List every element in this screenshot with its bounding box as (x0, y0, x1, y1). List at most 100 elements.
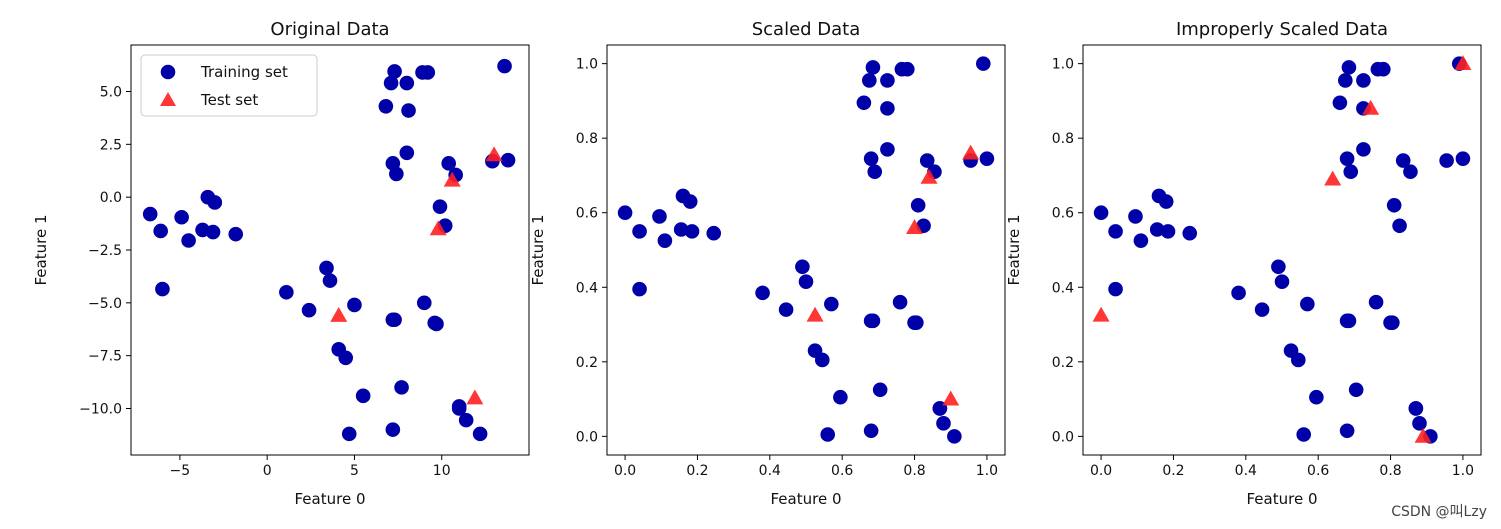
training-point (301, 302, 317, 318)
training-point (682, 194, 698, 209)
training-point (1395, 153, 1411, 168)
training-point (205, 224, 221, 240)
training-point (1385, 315, 1400, 330)
y-tick-label: −7.5 (88, 349, 122, 365)
x-tick-label: 5 (350, 463, 359, 479)
legend-label: Test set (200, 91, 258, 109)
training-point (863, 423, 879, 439)
training-point (399, 145, 415, 161)
training-point (909, 315, 924, 330)
x-tick-label: 1.0 (976, 463, 998, 479)
test-point (485, 146, 503, 162)
y-tick-label: 0.2 (1052, 355, 1074, 371)
training-point (863, 313, 879, 329)
training-point (617, 205, 633, 221)
legend-marker-triangle (160, 92, 176, 106)
y-axis-label: Feature 1 (529, 215, 547, 286)
training-point (228, 226, 244, 242)
training-point (279, 284, 294, 300)
training-point (814, 352, 830, 368)
training-point (385, 312, 401, 328)
training-point (1341, 60, 1357, 75)
training-point (1182, 225, 1198, 241)
training-point (319, 260, 334, 276)
training-point (900, 61, 915, 77)
x-tick-label: 0.0 (1090, 463, 1112, 479)
training-point (979, 151, 995, 166)
training-point (394, 380, 409, 395)
test-point (1092, 306, 1110, 322)
x-tick-label: 0.6 (831, 463, 853, 479)
training-point (1376, 61, 1391, 77)
y-tick-label: 0.2 (576, 355, 598, 371)
training-point (1231, 285, 1246, 301)
training-point (355, 388, 371, 404)
training-point (880, 101, 895, 116)
training-point (1271, 259, 1286, 275)
training-point (1356, 73, 1371, 88)
training-point (833, 389, 848, 405)
training-point (1412, 416, 1427, 431)
training-point (1356, 142, 1371, 157)
training-point (207, 195, 223, 210)
training-point (1338, 73, 1353, 88)
training-point (795, 259, 810, 275)
training-point (451, 401, 467, 416)
training-point (322, 273, 338, 288)
training-point (416, 295, 432, 311)
test-point (429, 220, 447, 236)
training-point (1158, 194, 1174, 209)
training-point (389, 166, 404, 182)
x-tick-label: 1.0 (1452, 463, 1474, 479)
training-point (153, 223, 168, 239)
test-point (942, 390, 960, 406)
plot-frame (606, 44, 1006, 456)
y-tick-label: 2.5 (100, 137, 122, 153)
y-tick-label: 0.4 (1052, 280, 1074, 296)
training-point (862, 73, 877, 88)
training-point (341, 426, 357, 442)
x-tick-label: −5 (170, 463, 191, 479)
training-point (1300, 296, 1315, 312)
y-tick-label: 1.0 (576, 57, 598, 73)
test-point (1414, 427, 1432, 443)
training-point (975, 56, 991, 71)
y-tick-label: 0.6 (1052, 206, 1074, 222)
training-point (947, 429, 962, 444)
training-point (1455, 151, 1471, 166)
training-point (429, 316, 444, 332)
training-point (458, 412, 474, 428)
training-point (755, 285, 770, 301)
training-point (1339, 313, 1355, 329)
watermark: CSDN @叫Lzy (1391, 504, 1487, 520)
y-tick-label: −2.5 (88, 243, 122, 259)
training-point (880, 142, 895, 157)
training-point (1403, 164, 1418, 180)
x-tick-label: 0.2 (1162, 463, 1184, 479)
test-point (962, 144, 980, 160)
test-point (330, 307, 348, 322)
x-tick-label: 0.4 (1235, 463, 1257, 479)
training-point (1339, 423, 1355, 439)
training-point (1290, 352, 1306, 368)
y-tick-label: 0.6 (576, 206, 598, 222)
test-point (920, 168, 938, 184)
training-point (936, 416, 951, 431)
training-point (778, 302, 794, 317)
training-point (387, 64, 402, 79)
training-point (1386, 197, 1402, 213)
legend-box (140, 54, 318, 117)
test-point (1362, 99, 1380, 115)
training-point (1408, 401, 1424, 416)
training-point (798, 274, 814, 289)
legend: Training set Test set (140, 54, 318, 117)
y-tick-label: 0.0 (1052, 429, 1074, 445)
training-point (497, 58, 512, 74)
training-point (824, 296, 839, 312)
x-tick-label: 0.6 (1307, 463, 1329, 479)
training-point (338, 350, 354, 366)
training-point (1093, 205, 1109, 221)
training-point (684, 224, 700, 239)
test-point (1454, 55, 1472, 71)
training-point (1160, 224, 1176, 239)
